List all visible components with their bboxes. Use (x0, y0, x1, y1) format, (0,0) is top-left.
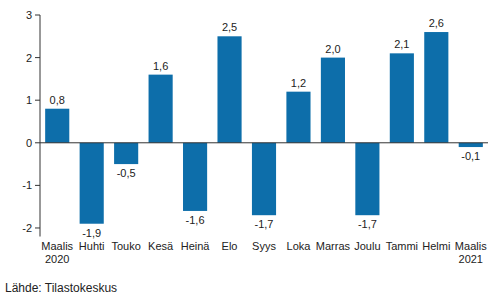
x-tick-label: Huhti (79, 240, 105, 252)
data-label: 1,2 (291, 77, 306, 89)
data-label: -1,6 (186, 214, 205, 226)
bar (149, 75, 173, 143)
y-tick-label: -2 (22, 222, 32, 234)
y-tick-label: 1 (26, 94, 32, 106)
bar (80, 143, 104, 224)
x-tick-label: Loka (287, 240, 312, 252)
data-label: 2,6 (429, 17, 444, 29)
bar (45, 109, 69, 143)
y-tick (35, 185, 40, 186)
y-tick (35, 57, 40, 58)
bar (183, 143, 207, 211)
x-tick-label: Helmi (422, 240, 450, 252)
y-tick-label: 0 (26, 137, 32, 149)
x-tick-label-line: Maalis (41, 240, 73, 252)
data-label: 2,5 (222, 21, 237, 33)
bar (286, 92, 310, 143)
y-tick (35, 15, 40, 16)
x-tick-label-line: Marras (316, 240, 351, 252)
x-tick-label: Touko (111, 240, 140, 252)
x-tick-label-line: Touko (111, 240, 140, 252)
data-label: 0,8 (50, 94, 65, 106)
y-tick-label: 3 (26, 9, 32, 21)
x-tick-label-line: Elo (222, 240, 238, 252)
x-tick-label: Kesä (148, 240, 174, 252)
bar (459, 143, 483, 147)
x-tick-label: Maalis2021 (455, 240, 487, 265)
y-axis-line (40, 15, 41, 237)
x-tick-label-line: Syys (252, 240, 276, 252)
y-tick-label: -1 (22, 179, 32, 191)
data-label: -0,5 (117, 167, 136, 179)
x-tick-label-line: Maalis (455, 240, 487, 252)
data-label: 2,0 (325, 43, 340, 55)
x-tick-label: Elo (222, 240, 238, 252)
data-label: -1,9 (82, 227, 101, 239)
x-tick-label: Tammi (386, 240, 418, 252)
x-tick-label-line: Joulu (354, 240, 380, 252)
bar (390, 53, 414, 142)
bar (217, 36, 241, 142)
x-tick-label-line: Kesä (148, 240, 174, 252)
bar (252, 143, 276, 215)
x-tick-label: Marras (316, 240, 351, 252)
x-tick-label-line: Loka (287, 240, 312, 252)
y-tick (35, 100, 40, 101)
bar (114, 143, 138, 164)
x-axis-line (40, 142, 488, 143)
x-tick-label-line: Helmi (422, 240, 450, 252)
data-label: 1,6 (153, 60, 168, 72)
y-tick-label: 2 (26, 52, 32, 64)
x-tick-label-line: Heinä (181, 240, 211, 252)
bar (355, 143, 379, 215)
source: Lähde: Tilastokeskus (5, 281, 117, 295)
data-label: -1,7 (255, 218, 274, 230)
x-tick-label-line: Huhti (79, 240, 105, 252)
bar (321, 58, 345, 143)
y-tick (35, 142, 40, 143)
x-tick-label: Joulu (354, 240, 380, 252)
chart: -2 -1 0 1 2 3 0,8 -1,9 -0,5 1,6 -1,6 2,5 -1,7 1,2 2,0 -… (0, 0, 493, 304)
y-tick (35, 227, 40, 228)
x-tick-label: Syys (252, 240, 276, 252)
x-tick-label: Maalis2020 (41, 240, 73, 265)
x-tick-label-line: 2020 (45, 253, 69, 265)
x-tick-label: Heinä (181, 240, 211, 252)
data-label: 2,1 (394, 38, 409, 50)
x-tick-label-line: Tammi (386, 240, 418, 252)
x-tick-label-line: 2021 (459, 253, 483, 265)
bar (424, 32, 448, 143)
data-label: -0,1 (461, 150, 480, 162)
data-label: -1,7 (358, 218, 377, 230)
